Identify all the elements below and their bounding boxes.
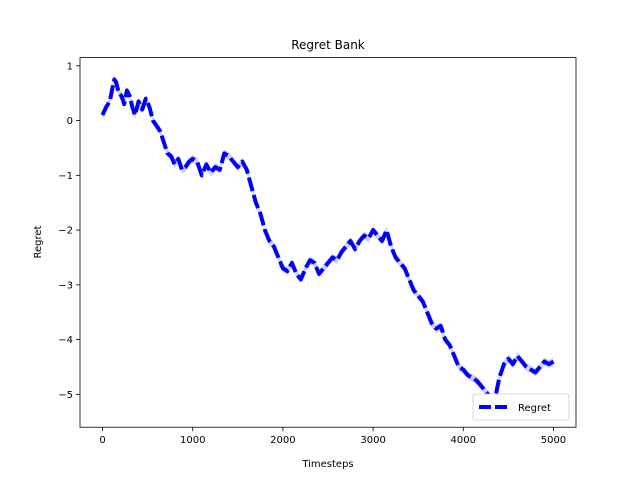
y-axis-title: Regret	[33, 225, 44, 258]
series-line-regret	[100, 77, 555, 402]
x-tick-label: 2000	[270, 435, 295, 446]
x-axis-ticks: 0 1000 2000 3000 4000 5000	[99, 427, 566, 446]
y-tick-label: 1	[67, 61, 73, 72]
y-tick-label: −1	[58, 171, 73, 182]
plot-area	[80, 57, 576, 428]
x-tick-label: 5000	[541, 435, 566, 446]
x-axis-title: Timesteps	[301, 459, 353, 470]
x-tick-label: 3000	[360, 435, 385, 446]
chart-title: Regret Bank	[291, 38, 365, 52]
x-tick-label: 0	[99, 435, 105, 446]
legend: Regret	[472, 393, 570, 421]
x-tick-label: 1000	[180, 435, 205, 446]
y-tick-label: −3	[58, 280, 73, 291]
legend-label-regret: Regret	[518, 403, 551, 414]
legend-box	[472, 393, 570, 421]
x-tick-label: 4000	[451, 435, 476, 446]
y-axis-ticks: 1 0 −1 −2 −3 −4 −5	[58, 61, 80, 401]
y-tick-label: −4	[58, 335, 73, 346]
regret-series	[100, 77, 555, 402]
y-tick-label: −2	[58, 226, 73, 237]
y-tick-label: 0	[67, 116, 73, 127]
y-tick-label: −5	[58, 390, 73, 401]
plot-frame	[79, 57, 577, 428]
